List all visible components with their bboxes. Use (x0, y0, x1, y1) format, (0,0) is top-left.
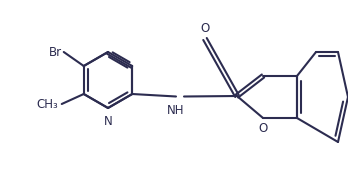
Text: CH₃: CH₃ (36, 97, 58, 110)
Text: Br: Br (49, 45, 62, 58)
Text: O: O (258, 122, 268, 135)
Text: NH: NH (167, 105, 185, 117)
Text: O: O (200, 22, 209, 35)
Text: N: N (104, 115, 112, 128)
